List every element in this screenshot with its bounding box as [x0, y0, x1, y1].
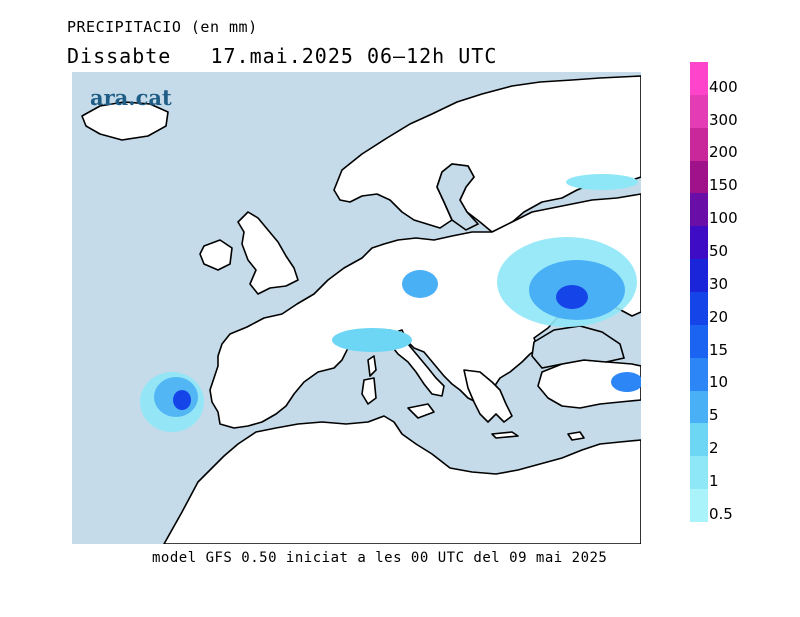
land-ireland — [199, 239, 233, 271]
precip-atlantic-core — [173, 390, 191, 410]
precipitation-areas — [140, 174, 641, 432]
legend-label: 400 — [709, 77, 738, 96]
precip-north-light — [566, 174, 638, 190]
legend-swatch — [690, 390, 708, 424]
legend-swatch — [690, 259, 708, 293]
legend-label: 10 — [709, 373, 729, 392]
legend-swatch — [690, 489, 708, 523]
precipitation-map — [72, 72, 641, 544]
legend-swatch — [690, 160, 708, 194]
land-great-britain — [237, 211, 299, 295]
precipitation-legend — [690, 62, 708, 523]
legend-label: 200 — [709, 143, 738, 162]
legend-label: 2 — [709, 439, 719, 458]
legend-swatch — [690, 292, 708, 326]
precip-alps — [332, 328, 412, 352]
black-sea — [531, 325, 626, 369]
baltic-sea — [436, 163, 480, 231]
map-variable-title: PRECIPITACIO (en mm) — [67, 18, 258, 36]
land-africa — [163, 415, 641, 544]
legend-swatch — [690, 423, 708, 457]
legend-swatch — [690, 94, 708, 129]
legend-label: 0.5 — [709, 504, 733, 523]
precip-central-europe — [402, 270, 438, 298]
legend-swatch — [690, 193, 708, 227]
legend-swatch — [690, 127, 708, 162]
land-balkans — [463, 369, 513, 423]
legend-swatch — [690, 62, 708, 96]
legend-swatch — [690, 324, 708, 359]
legend-label: 100 — [709, 209, 738, 228]
day-label: Dissabte — [67, 44, 172, 68]
map-date-title: Dissabte 17.mai.2025 06–12h UTC — [67, 44, 497, 68]
inland-seas — [436, 163, 626, 369]
legend-label: 1 — [709, 471, 719, 490]
model-run-caption: model GFS 0.50 iniciat a les 00 UTC del … — [152, 550, 608, 566]
precip-anatolia-east — [611, 372, 641, 392]
legend-label: 20 — [709, 307, 729, 326]
legend-swatch — [690, 357, 708, 392]
legend-label: 15 — [709, 340, 729, 359]
legend-label: 30 — [709, 274, 729, 293]
legend-label: 150 — [709, 176, 738, 195]
land-corsica — [367, 355, 377, 377]
land-crete — [491, 431, 519, 439]
legend-label: 50 — [709, 241, 729, 260]
precip-east-core — [556, 285, 588, 309]
legend-label: 5 — [709, 406, 719, 425]
land-iceland — [81, 101, 169, 141]
date-range-label: 17.mai.2025 06–12h UTC — [210, 44, 498, 68]
legend-swatch — [690, 226, 708, 260]
land-cyprus — [567, 431, 585, 441]
land-sardinia — [361, 377, 377, 405]
ara-cat-logo: ara.cat — [90, 85, 172, 110]
land-sicily — [407, 403, 435, 419]
legend-label: 300 — [709, 110, 738, 129]
legend-swatch — [690, 456, 708, 490]
